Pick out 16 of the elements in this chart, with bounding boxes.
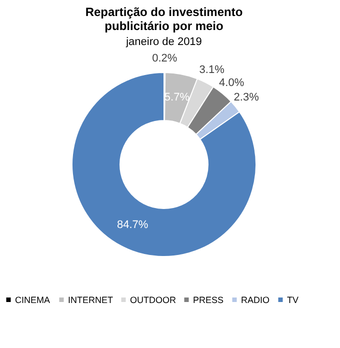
data-label: 5.7% xyxy=(164,92,190,104)
legend-label: CINEMA xyxy=(15,294,50,305)
data-label: 4.0% xyxy=(219,76,244,89)
data-label: 0.2% xyxy=(152,52,178,64)
data-label: 84.7% xyxy=(116,218,148,231)
donut-slice xyxy=(72,72,256,257)
data-label: 3.1% xyxy=(199,64,225,76)
legend-label: PRESS xyxy=(193,294,224,305)
legend-label: TV xyxy=(287,294,299,305)
legend-label: OUTDOOR xyxy=(130,294,176,305)
text: publicitário por meio xyxy=(104,19,224,33)
legend-label: INTERNET xyxy=(68,294,114,305)
data-label: 2.3% xyxy=(234,92,260,104)
chart-subtitle: janeiro de 2019 xyxy=(125,36,202,48)
legend-label: RADIO xyxy=(241,294,270,305)
text: Repartição do investimento xyxy=(85,5,243,19)
